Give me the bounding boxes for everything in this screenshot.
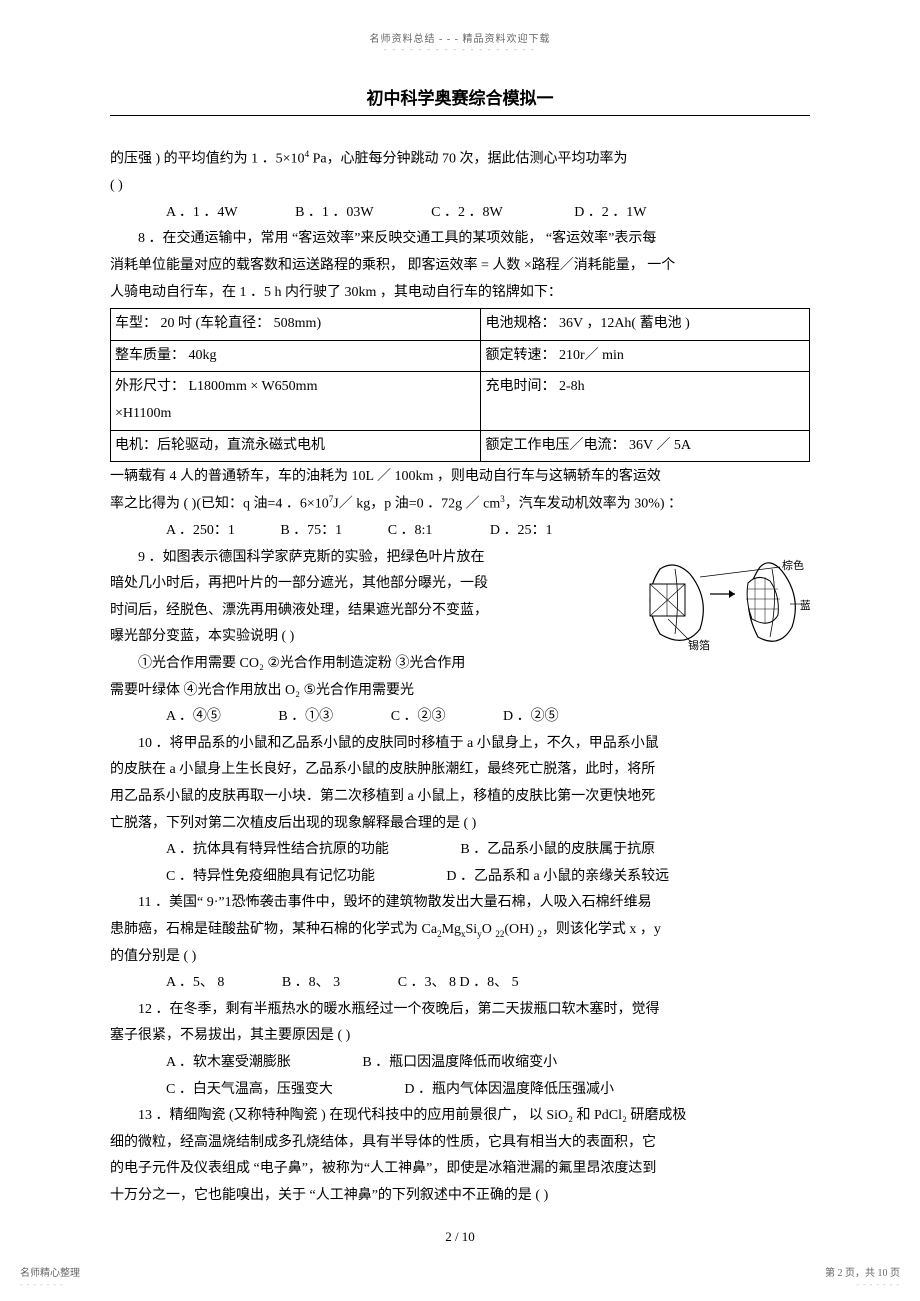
q12-opts-cd: C ．白天气温高，压强变大 D ．瓶内气体因温度降低压强减小 [110, 1077, 810, 1104]
cell-r3c1-line2: ×H1100m [115, 406, 171, 421]
q10-l3: 用乙品系小鼠的皮肤再取一小块．第二次移植到 a 小鼠上，移植的皮肤比第一次更快地… [110, 784, 810, 811]
q10-opt-d: D ．乙品系和 a 小鼠的亲缘关系较远 [418, 864, 669, 891]
q11-text-f: ，则该化学式 x ，y [542, 922, 661, 937]
q12-opt-c: C ．白天气温高，压强变大 [138, 1077, 333, 1104]
footer-dots-left: - - - - - - - [20, 1280, 64, 1289]
header-dots: - - - - - - - - - - - - - - - - - - [110, 45, 810, 54]
q10-l4: 亡脱落，下列对第二次植皮后出现的现象解释最合理的是 ( ) [110, 811, 810, 838]
q11-text-d: O [482, 922, 496, 937]
q8-opt-a: A ．250：1 [138, 518, 235, 545]
spec-table: 车型： 20 吋 (车轮直径： 508mm) 电池规格： 36V ，12Ah( … [110, 308, 810, 462]
q7-opt-a: A ．1 ．4W [138, 200, 238, 227]
q12-l1: 12 ．在冬季，剩有半瓶热水的暖水瓶经过一个夜晚后，第二天拔瓶口软木塞时，觉得 [110, 997, 810, 1024]
q10-opts-ab: A ．抗体具有特异性结合抗原的功能 B ．乙品系小鼠的皮肤属于抗原 [110, 837, 810, 864]
q8-l2: 消耗单位能量对应的载客数和运送路程的乘积， 即客运效率 = 人数 ×路程／消耗能… [110, 253, 810, 280]
q9-opt-a: A ．④⑤ [138, 704, 221, 731]
q7-options: A ．1 ．4W B ．1 ．03W C ．2 ．8W D ．2 ．1W [110, 200, 810, 227]
cell-r1c2: 电池规格： 36V ，12Ah( 蓄电池 ) [481, 309, 810, 341]
q8-l3: 人骑电动自行车，在 1 ．5 h 内行驶了 30km ，其电动自行车的铭牌如下： [110, 280, 810, 307]
q7-paren: ( ) [110, 173, 810, 200]
title-underline [110, 115, 810, 116]
fig-label-blue: 蓝 [800, 599, 810, 612]
q8-options: A ．250：1 B ．75：1 C ．8:1 D ．25：1 [110, 518, 810, 545]
leaf-svg: 棕色 蓝 锡箔 [630, 549, 810, 659]
cell-r2c2: 额定转速： 210r／ min [481, 340, 810, 372]
q12-opt-d: D ．瓶内气体因温度降低压强减小 [376, 1077, 614, 1104]
header-small-text: 名师资料总结 - - - 精品资料欢迎下载 [110, 30, 810, 45]
footer-dots-right: - - - - - - - [856, 1280, 900, 1289]
q9-opt-c: C ．②③ [363, 704, 446, 731]
q8-text-b: J／ kg，p 油=0 ．72g ／ cm [333, 496, 500, 511]
q10-opt-a: A ．抗体具有特异性结合抗原的功能 [138, 837, 389, 864]
page-title: 初中科学奥赛综合模拟一 [367, 84, 554, 109]
fig-label-foil: 锡箔 [688, 638, 710, 652]
q10-opt-c: C ．特异性免疫细胞具有记忆功能 [138, 864, 375, 891]
q13-l4: 十万分之一，它也能嗅出，关于 “人工神鼻”的下列叙述中不正确的是 ( ) [110, 1183, 810, 1210]
q8-l1: 8 ．在交通运输中，常用 “客运效率”来反映交通工具的某项效能， “客运效率”表… [110, 226, 810, 253]
q7-text-a: 的压强 ) 的平均值约为 1 ．5×10 [110, 152, 305, 167]
q8-opt-d: D ．25：1 [462, 518, 553, 545]
q13-l3: 的电子元件及仪表组成 “电子鼻”，被称为“人工神鼻”，即使是冰箱泄漏的氟里昂浓度… [110, 1156, 810, 1183]
q7-opt-d: D ．2 ．1W [546, 200, 646, 227]
q9-opt-d: D ．②⑤ [475, 704, 559, 731]
title-container: 初中科学奥赛综合模拟一 [110, 84, 810, 109]
table-row: 外形尺寸： L1800mm × W650mm ×H1100m 充电时间： 2-8… [111, 372, 810, 430]
footer-left: 名师精心整理 [20, 1264, 80, 1279]
cell-r4c1: 电机：后轮驱动，直流永磁式电机 [111, 430, 481, 462]
fig-label-brown: 棕色 [782, 558, 804, 572]
table-row: 整车质量： 40kg 额定转速： 210r／ min [111, 340, 810, 372]
q11-text-a: 患肺癌，石棉是硅酸盐矿物，某种石棉的化学式为 Ca [110, 922, 437, 937]
q8-text-a: 率之比得为 ( )(已知：q 油=4 ．6×10 [110, 496, 329, 511]
document-body: 的压强 ) 的平均值约为 1 ．5×104 Pa，心脏每分钟跳动 70 次，据此… [110, 146, 810, 1250]
q11-l3: 的值分别是 ( ) [110, 944, 810, 971]
q13-l1: 13 ．精细陶瓷 (又称特种陶瓷 ) 在现代科技中的应用前景很广， 以 SiO₂… [110, 1103, 810, 1130]
q7-line1: 的压强 ) 的平均值约为 1 ．5×104 Pa，心脏每分钟跳动 70 次，据此… [110, 146, 810, 173]
q13-l2: 细的微粒，经高温烧结制成多孔烧结体，具有半导体的性质，它具有相当大的表面积，它 [110, 1130, 810, 1157]
q11-opt-cd: C ．3、 8 D ．8、 5 [370, 970, 519, 997]
q10-l2: 的皮肤在 a 小鼠身上生长良好，乙品系小鼠的皮肤肿胀潮红，最终死亡脱落，此时，将… [110, 757, 810, 784]
sub-22: 22 [495, 929, 504, 939]
q8-opt-c: C ．8:1 [360, 518, 433, 545]
q8-text-c: ，汽车发动机效率为 30%) ： [505, 496, 682, 511]
cell-r3c1-line1: 外形尺寸： L1800mm × W650mm [115, 379, 317, 394]
q8-opt-b: B ．75：1 [252, 518, 342, 545]
q8-l5: 率之比得为 ( )(已知：q 油=4 ．6×107J／ kg，p 油=0 ．72… [110, 491, 810, 518]
q7-opt-b: B ．1 ．03W [267, 200, 374, 227]
q10-l1: 10 ．将甲品系的小鼠和乙品系小鼠的皮肤同时移植于 a 小鼠身上，不久，甲品系小… [110, 731, 810, 758]
cell-r4c2: 额定工作电压／电流： 36V ／ 5A [481, 430, 810, 462]
q11-options: A ．5、 8 B ．8、 3 C ．3、 8 D ．8、 5 [110, 970, 810, 997]
q11-text-e: (OH) [504, 922, 537, 937]
q7-text-b: Pa，心脏每分钟跳动 70 次，据此估测心平均功率为 [309, 152, 628, 167]
footer-right: 第 2 页，共 10 页 [825, 1264, 900, 1279]
q11-opt-a: A ．5、 8 [138, 970, 224, 997]
q9-options: A ．④⑤ B ．①③ C ．②③ D ．②⑤ [110, 704, 810, 731]
leaf-figure: 棕色 蓝 锡箔 [630, 549, 810, 659]
q12-opt-b: B ．瓶口因温度降低而收缩变小 [334, 1050, 557, 1077]
q9-opt-b: B ．①③ [250, 704, 333, 731]
q8-l4: 一辆载有 4 人的普通轿车，车的油耗为 10L ／ 100km ，则电动自行车与… [110, 464, 810, 491]
table-row: 车型： 20 吋 (车轮直径： 508mm) 电池规格： 36V ，12Ah( … [111, 309, 810, 341]
q9-l6: 需要叶绿体 ④光合作用放出 O₂ ⑤光合作用需要光 [110, 678, 810, 705]
cell-r3c2: 充电时间： 2-8h [481, 372, 810, 430]
table-row: 电机：后轮驱动，直流永磁式电机 额定工作电压／电流： 36V ／ 5A [111, 430, 810, 462]
cell-r3c1: 外形尺寸： L1800mm × W650mm ×H1100m [111, 372, 481, 430]
q10-opts-cd: C ．特异性免疫细胞具有记忆功能 D ．乙品系和 a 小鼠的亲缘关系较远 [110, 864, 810, 891]
q11-l2: 患肺癌，石棉是硅酸盐矿物，某种石棉的化学式为 Ca2MgxSiyO 22(OH)… [110, 917, 810, 944]
q10-opt-b: B ．乙品系小鼠的皮肤属于抗原 [432, 837, 655, 864]
q12-l2: 塞子很紧，不易拔出，其主要原因是 ( ) [110, 1023, 810, 1050]
cell-r2c1: 整车质量： 40kg [111, 340, 481, 372]
q12-opts-ab: A ．软木塞受潮膨胀 B ．瓶口因温度降低而收缩变小 [110, 1050, 810, 1077]
cell-r1c1: 车型： 20 吋 (车轮直径： 508mm) [111, 309, 481, 341]
q11-text-b: Mg [442, 922, 461, 937]
q12-opt-a: A ．软木塞受潮膨胀 [138, 1050, 291, 1077]
page-number: 2 / 10 [110, 1225, 810, 1250]
q11-opt-b: B ．8、 3 [254, 970, 340, 997]
q7-opt-c: C ．2 ．8W [403, 200, 503, 227]
q11-l1: 11 ．美国“ 9·”1恐怖袭击事件中，毁坏的建筑物散发出大量石棉，人吸入石棉纤… [110, 890, 810, 917]
q11-text-c: Si [466, 922, 478, 937]
